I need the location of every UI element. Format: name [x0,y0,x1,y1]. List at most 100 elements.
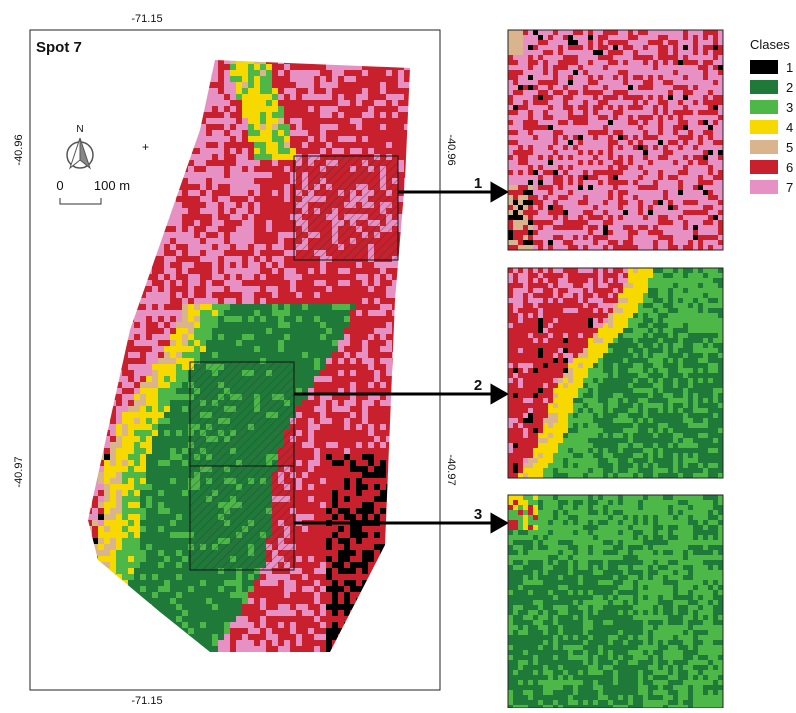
pixel [242,268,248,274]
pixel [356,484,362,490]
pixel [296,124,302,130]
pixel [344,82,350,88]
pixel [314,64,320,70]
pixel [206,136,212,142]
pixel [218,574,224,580]
pixel [224,268,230,274]
pixel [164,472,170,478]
pixel [200,298,206,304]
pixel [122,556,128,562]
pixel [344,550,350,556]
pixel [368,538,374,544]
pixel [212,292,218,298]
pixel [134,412,140,418]
pixel [266,316,272,322]
pixel [308,292,314,298]
pixel [182,466,188,472]
pixel [290,274,296,280]
pixel [380,424,386,430]
pixel [302,148,308,154]
pixel [320,352,326,358]
pixel [170,316,176,322]
pixel [110,544,116,550]
pixel [134,574,140,580]
pixel [380,376,386,382]
pixel [374,142,380,148]
pixel [296,562,302,568]
pixel [248,178,254,184]
pixel [368,472,374,478]
pixel [296,442,302,448]
pixel [308,148,314,154]
pixel [338,400,344,406]
pixel [206,106,212,112]
pixel [170,304,176,310]
pixel [260,76,266,82]
pixel [284,328,290,334]
pixel [188,178,194,184]
pixel [236,268,242,274]
pixel [368,268,374,274]
pixel [230,238,236,244]
pixel [152,352,158,358]
pixel [386,442,392,448]
pixel [200,256,206,262]
pixel [302,496,308,502]
pixel [170,256,176,262]
pixel [218,196,224,202]
pixel [242,298,248,304]
pixel [170,472,176,478]
pixel [140,382,146,388]
pixel [302,286,308,292]
pixel [374,448,380,454]
pixel [308,586,314,592]
pixel [206,232,212,238]
pixel [266,112,272,118]
pixel [350,346,356,352]
pixel [146,562,152,568]
pixel [308,118,314,124]
pixel [266,154,272,160]
pixel [326,310,332,316]
pixel [158,514,164,520]
pixel [218,148,224,154]
pixel [128,436,134,442]
pixel [404,76,410,82]
pixel [164,502,170,508]
pixel [188,244,194,250]
pixel [248,166,254,172]
pixel [170,286,176,292]
pixel [344,568,350,574]
pixel [332,130,338,136]
pixel [344,376,350,382]
pixel [368,556,374,562]
pixel [278,106,284,112]
pixel [266,190,272,196]
pixel [218,70,224,76]
pixel [146,586,152,592]
pixel [92,502,98,508]
pixel [140,400,146,406]
pixel [230,124,236,130]
pixel [128,526,134,532]
pixel [368,304,374,310]
pixel [116,394,122,400]
pixel [212,340,218,346]
pixel [152,550,158,556]
pixel [344,88,350,94]
pixel [176,430,182,436]
pixel [266,166,272,172]
pixel [224,76,230,82]
pixel [218,328,224,334]
pixel [314,406,320,412]
pixel [170,484,176,490]
pixel [158,502,164,508]
pixel [362,418,368,424]
pixel [290,346,296,352]
pixel [92,538,98,544]
pixel [260,202,266,208]
pixel [164,316,170,322]
pixel [380,406,386,412]
pixel [284,64,290,70]
pixel [326,94,332,100]
